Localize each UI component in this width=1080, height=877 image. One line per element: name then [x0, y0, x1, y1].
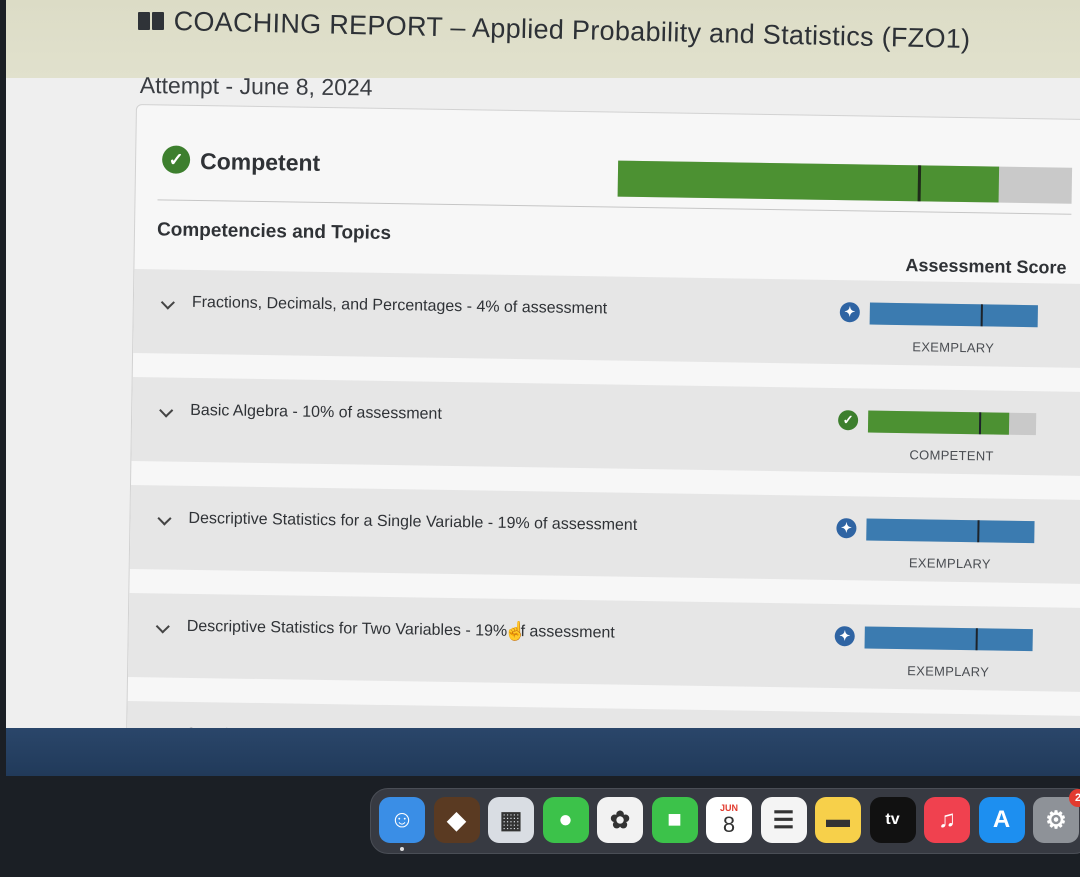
- topic-score-fill: [867, 410, 1010, 435]
- topic-score-level: EXEMPLARY: [912, 339, 995, 356]
- topic-cut-marker: [980, 304, 983, 327]
- os-bar: [6, 728, 1080, 776]
- hand-cursor-icon: ☝: [504, 621, 527, 641]
- topic-row[interactable]: Correlation and Regression - 22% of asse…: [126, 700, 1080, 728]
- topic-row[interactable]: Fractions, Decimals, and Percentages - 4…: [133, 268, 1080, 369]
- report-header: COACHING REPORT – Applied Probability an…: [6, 0, 1080, 78]
- app-store-icon[interactable]: A: [978, 797, 1025, 843]
- topic-row[interactable]: Basic Algebra - 10% of assessment ✓ COMPET…: [131, 376, 1080, 477]
- overall-cut-marker: [917, 165, 921, 202]
- topic-score-level: EXEMPLARY: [907, 663, 990, 680]
- calendar-icon[interactable]: JUN 8: [706, 797, 752, 843]
- overall-score-fill: [617, 160, 1000, 203]
- topic-score-bar: [866, 518, 1035, 544]
- topic-label: Basic Algebra - 10% of assessment: [190, 401, 442, 423]
- fl-studio-icon[interactable]: ◆: [433, 797, 480, 843]
- chevron-down-icon[interactable]: [160, 405, 172, 417]
- reminders-icon[interactable]: ☰: [760, 797, 807, 843]
- dock: ☺ ◆ ▦ ● ✿ ■ JUN 8 ☰ ▬ tv ♫ A ⚙ 2: [370, 788, 1080, 854]
- music-icon[interactable]: ♫: [924, 797, 970, 843]
- notification-badge: 2: [1069, 789, 1080, 807]
- chevron-down-icon[interactable]: [162, 297, 174, 309]
- attempt-date: Attempt - June 8, 2024: [139, 72, 373, 101]
- screen: COACHING REPORT – Applied Probability an…: [6, 0, 1080, 776]
- system-settings-icon[interactable]: ⚙ 2: [1033, 789, 1080, 843]
- topic-label: Descriptive Statistics for a Single Vari…: [188, 509, 638, 534]
- star-badge-icon: ✦: [834, 626, 855, 647]
- topic-score-fill: [866, 518, 1035, 544]
- finder-icon[interactable]: ☺: [379, 797, 425, 851]
- calendar-day: 8: [722, 812, 736, 837]
- photos-icon[interactable]: ✿: [597, 797, 643, 843]
- messages-icon[interactable]: ●: [542, 797, 589, 843]
- overall-status-label: Competent: [199, 148, 321, 176]
- overall-status-row: ✓ Competent: [135, 105, 1080, 220]
- star-badge-icon: ✦: [839, 302, 860, 323]
- competencies-heading: Competencies and Topics: [156, 219, 392, 245]
- topic-score-fill: [864, 626, 1033, 652]
- topic-row[interactable]: Descriptive Statistics for Two Variables…: [127, 592, 1080, 693]
- check-circle-icon: ✓: [837, 410, 859, 431]
- star-badge-icon: ✦: [836, 518, 857, 539]
- chevron-down-icon[interactable]: [157, 621, 169, 633]
- topic-score-bar: [869, 302, 1038, 328]
- topic-cut-marker: [977, 520, 980, 543]
- topic-row[interactable]: Descriptive Statistics for a Single Vari…: [129, 484, 1080, 585]
- topic-cut-marker: [975, 628, 978, 651]
- topic-score-level: EXEMPLARY: [908, 555, 991, 572]
- topic-label: Fractions, Decimals, and Percentages - 4…: [191, 293, 608, 318]
- report-title: COACHING REPORT – Applied Probability an…: [173, 6, 971, 55]
- notes-icon[interactable]: ▬: [815, 797, 861, 843]
- book-icon: [138, 12, 164, 30]
- topic-label: Descriptive Statistics for Two Variables…: [186, 617, 615, 642]
- report-card: ✓ Competent Competencies and Topics Asse…: [125, 104, 1080, 728]
- topic-score-level: COMPETENT: [909, 447, 994, 464]
- launchpad-icon[interactable]: ▦: [488, 797, 534, 843]
- assessment-score-heading: Assessment Score: [905, 255, 1067, 278]
- running-indicator: [400, 847, 404, 851]
- apple-tv-icon[interactable]: tv: [869, 797, 916, 843]
- calendar-month: JUN: [719, 803, 738, 813]
- topic-score-fill: [869, 302, 1038, 328]
- topic-score-bar: [864, 626, 1033, 652]
- check-circle-icon: ✓: [161, 145, 191, 174]
- topic-cut-marker: [978, 412, 982, 435]
- topic-score-bar: [867, 410, 1037, 436]
- facetime-icon[interactable]: ■: [651, 797, 698, 843]
- divider: [157, 199, 1072, 215]
- overall-score-bar: [617, 160, 1073, 204]
- chevron-down-icon[interactable]: [158, 513, 170, 525]
- coaching-report-page: COACHING REPORT – Applied Probability an…: [6, 0, 1080, 728]
